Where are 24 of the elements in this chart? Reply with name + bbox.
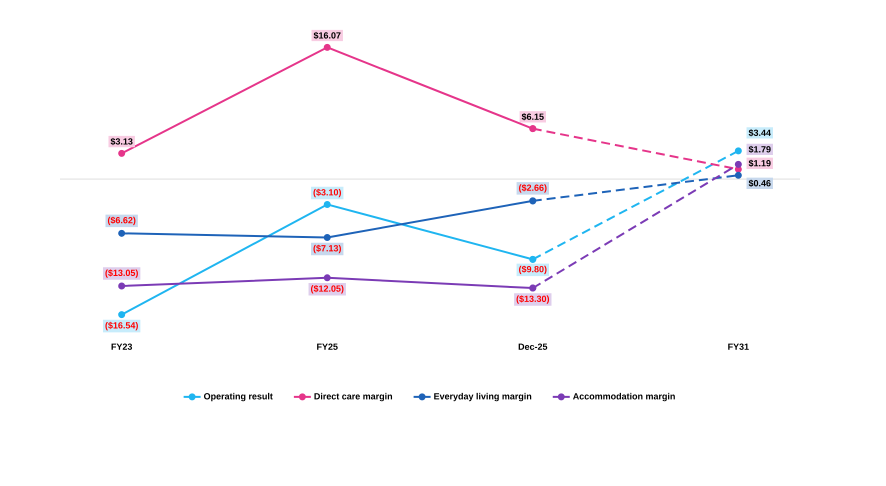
data-label: ($7.13) <box>313 244 341 254</box>
data-label: ($6.62) <box>108 216 136 226</box>
data-label: ($3.10) <box>313 188 341 198</box>
data-label: $1.79 <box>748 146 771 154</box>
x-tick-label: FY23 <box>112 344 132 350</box>
data-label: ($2.66) <box>519 184 547 193</box>
data-label: ($13.05) <box>105 269 138 278</box>
x-tick-label: Dec-25 <box>518 344 548 350</box>
legend-label: Accommodation margin <box>572 392 675 402</box>
data-label: ($9.80) <box>519 266 547 274</box>
data-label: $3.44 <box>748 129 771 137</box>
data-label: $3.13 <box>110 138 133 146</box>
data-label: $16.07 <box>314 32 341 40</box>
data-label: $6.15 <box>522 113 544 120</box>
legend-label: Direct care margin <box>314 392 392 402</box>
data-label: $1.19 <box>748 160 771 167</box>
data-label: ($12.05) <box>310 285 344 294</box>
x-tick-label: FY31 <box>728 344 749 350</box>
data-label: ($16.54) <box>105 322 138 330</box>
legend-label: Everyday living margin <box>434 392 532 402</box>
legend-label: Operating result <box>204 392 273 402</box>
data-label: $0.46 <box>748 180 771 187</box>
data-label: ($13.30) <box>516 295 550 304</box>
x-tick-label: FY25 <box>317 344 338 350</box>
